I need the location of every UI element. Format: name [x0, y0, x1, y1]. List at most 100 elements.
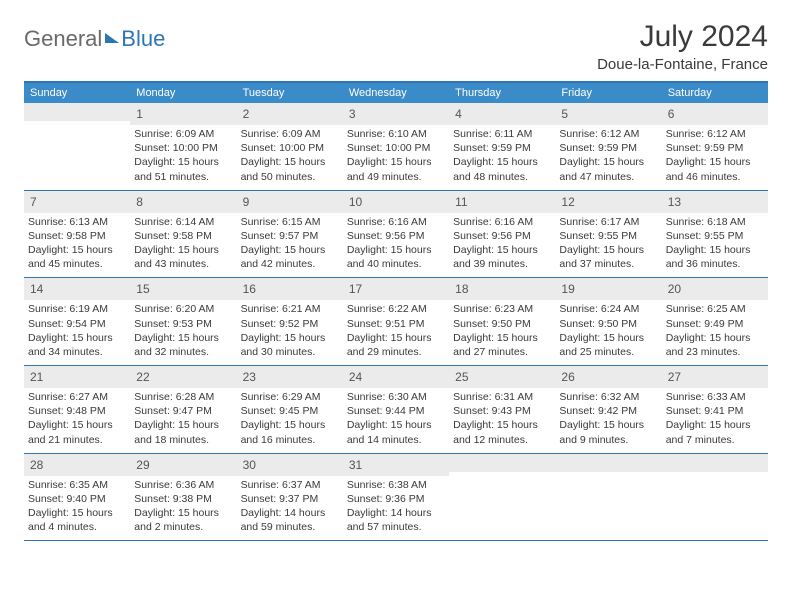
day-number: 11 [455, 195, 467, 209]
day-number: 27 [668, 370, 681, 384]
weekday-header: Monday [130, 83, 236, 103]
day-number: 2 [243, 107, 250, 121]
sunrise-text: Sunrise: 6:27 AM [28, 390, 126, 404]
daynum-row: 2 [237, 103, 343, 125]
daynum-row: 24 [343, 366, 449, 388]
daynum-row [662, 454, 768, 472]
day-number: 25 [455, 370, 468, 384]
day-cell [449, 454, 555, 541]
daylight2-text: and 49 minutes. [347, 170, 445, 184]
daylight1-text: Daylight: 15 hours [241, 243, 339, 257]
daylight2-text: and 23 minutes. [666, 345, 764, 359]
daynum-row: 28 [24, 454, 130, 476]
daylight2-text: and 4 minutes. [28, 520, 126, 534]
day-cell: 23Sunrise: 6:29 AMSunset: 9:45 PMDayligh… [237, 366, 343, 453]
daylight1-text: Daylight: 15 hours [559, 155, 657, 169]
day-cell: 17Sunrise: 6:22 AMSunset: 9:51 PMDayligh… [343, 278, 449, 365]
sunset-text: Sunset: 9:41 PM [666, 404, 764, 418]
sunrise-text: Sunrise: 6:36 AM [134, 478, 232, 492]
sunrise-text: Sunrise: 6:11 AM [453, 127, 551, 141]
daynum-row: 31 [343, 454, 449, 476]
daylight2-text: and 37 minutes. [559, 257, 657, 271]
weekday-header: Tuesday [237, 83, 343, 103]
logo-text-general: General [24, 26, 102, 52]
daylight1-text: Daylight: 15 hours [134, 506, 232, 520]
daylight1-text: Daylight: 15 hours [347, 155, 445, 169]
day-cell: 21Sunrise: 6:27 AMSunset: 9:48 PMDayligh… [24, 366, 130, 453]
sunrise-text: Sunrise: 6:15 AM [241, 215, 339, 229]
daynum-row: 3 [343, 103, 449, 125]
day-number: 3 [349, 107, 356, 121]
sunset-text: Sunset: 9:40 PM [28, 492, 126, 506]
daylight1-text: Daylight: 15 hours [241, 418, 339, 432]
daylight2-text: and 47 minutes. [559, 170, 657, 184]
sunrise-text: Sunrise: 6:17 AM [559, 215, 657, 229]
day-number: 16 [243, 282, 256, 296]
day-cell: 10Sunrise: 6:16 AMSunset: 9:56 PMDayligh… [343, 191, 449, 278]
weekday-header: Sunday [24, 83, 130, 103]
sunrise-text: Sunrise: 6:21 AM [241, 302, 339, 316]
sunrise-text: Sunrise: 6:09 AM [241, 127, 339, 141]
day-number: 19 [561, 282, 574, 296]
day-cell: 27Sunrise: 6:33 AMSunset: 9:41 PMDayligh… [662, 366, 768, 453]
day-number: 10 [349, 195, 362, 209]
daylight1-text: Daylight: 15 hours [28, 243, 126, 257]
sunset-text: Sunset: 9:59 PM [559, 141, 657, 155]
day-number: 13 [668, 195, 681, 209]
header: General Blue July 2024 Doue-la-Fontaine,… [24, 20, 768, 73]
sunset-text: Sunset: 9:53 PM [134, 317, 232, 331]
daynum-row: 5 [555, 103, 661, 125]
daylight2-text: and 42 minutes. [241, 257, 339, 271]
sunrise-text: Sunrise: 6:38 AM [347, 478, 445, 492]
daylight1-text: Daylight: 14 hours [347, 506, 445, 520]
day-number: 31 [349, 458, 362, 472]
daylight2-text: and 14 minutes. [347, 433, 445, 447]
daylight1-text: Daylight: 15 hours [28, 418, 126, 432]
day-cell: 3Sunrise: 6:10 AMSunset: 10:00 PMDayligh… [343, 103, 449, 190]
day-cell: 8Sunrise: 6:14 AMSunset: 9:58 PMDaylight… [130, 191, 236, 278]
daylight2-text: and 30 minutes. [241, 345, 339, 359]
sunset-text: Sunset: 9:36 PM [347, 492, 445, 506]
day-cell: 6Sunrise: 6:12 AMSunset: 9:59 PMDaylight… [662, 103, 768, 190]
sunrise-text: Sunrise: 6:35 AM [28, 478, 126, 492]
sunset-text: Sunset: 9:51 PM [347, 317, 445, 331]
day-cell: 9Sunrise: 6:15 AMSunset: 9:57 PMDaylight… [237, 191, 343, 278]
day-number: 7 [30, 195, 37, 209]
daynum-row: 23 [237, 366, 343, 388]
day-cell: 2Sunrise: 6:09 AMSunset: 10:00 PMDayligh… [237, 103, 343, 190]
daynum-row: 18 [449, 278, 555, 300]
sunset-text: Sunset: 9:50 PM [453, 317, 551, 331]
day-number: 9 [243, 195, 250, 209]
day-cell: 26Sunrise: 6:32 AMSunset: 9:42 PMDayligh… [555, 366, 661, 453]
day-cell: 28Sunrise: 6:35 AMSunset: 9:40 PMDayligh… [24, 454, 130, 541]
daylight1-text: Daylight: 15 hours [666, 155, 764, 169]
day-cell: 25Sunrise: 6:31 AMSunset: 9:43 PMDayligh… [449, 366, 555, 453]
calendar-grid: SundayMondayTuesdayWednesdayThursdayFrid… [24, 81, 768, 541]
weeks-container: 1Sunrise: 6:09 AMSunset: 10:00 PMDayligh… [24, 103, 768, 541]
daylight1-text: Daylight: 15 hours [241, 331, 339, 345]
daynum-row [449, 454, 555, 472]
day-cell [555, 454, 661, 541]
day-number: 15 [136, 282, 149, 296]
title-block: July 2024 Doue-la-Fontaine, France [597, 20, 768, 73]
sunset-text: Sunset: 9:37 PM [241, 492, 339, 506]
daylight1-text: Daylight: 15 hours [134, 331, 232, 345]
daynum-row: 8 [130, 191, 236, 213]
sunset-text: Sunset: 9:59 PM [666, 141, 764, 155]
day-cell: 30Sunrise: 6:37 AMSunset: 9:37 PMDayligh… [237, 454, 343, 541]
daylight2-text: and 27 minutes. [453, 345, 551, 359]
sunrise-text: Sunrise: 6:12 AM [666, 127, 764, 141]
week-row: 7Sunrise: 6:13 AMSunset: 9:58 PMDaylight… [24, 191, 768, 279]
sunrise-text: Sunrise: 6:19 AM [28, 302, 126, 316]
day-number: 12 [561, 195, 574, 209]
daylight1-text: Daylight: 15 hours [559, 418, 657, 432]
daylight2-text: and 2 minutes. [134, 520, 232, 534]
sunset-text: Sunset: 9:54 PM [28, 317, 126, 331]
daynum-row: 25 [449, 366, 555, 388]
week-row: 28 Sunrise: 6:35 AMSunset: 9:40 PM Dayligh… [24, 454, 768, 542]
daylight2-text: and 48 minutes. [453, 170, 551, 184]
daylight1-text: Daylight: 15 hours [347, 243, 445, 257]
day-number: 4 [455, 107, 462, 121]
daynum-row: 13 [662, 191, 768, 213]
daynum-row [555, 454, 661, 472]
